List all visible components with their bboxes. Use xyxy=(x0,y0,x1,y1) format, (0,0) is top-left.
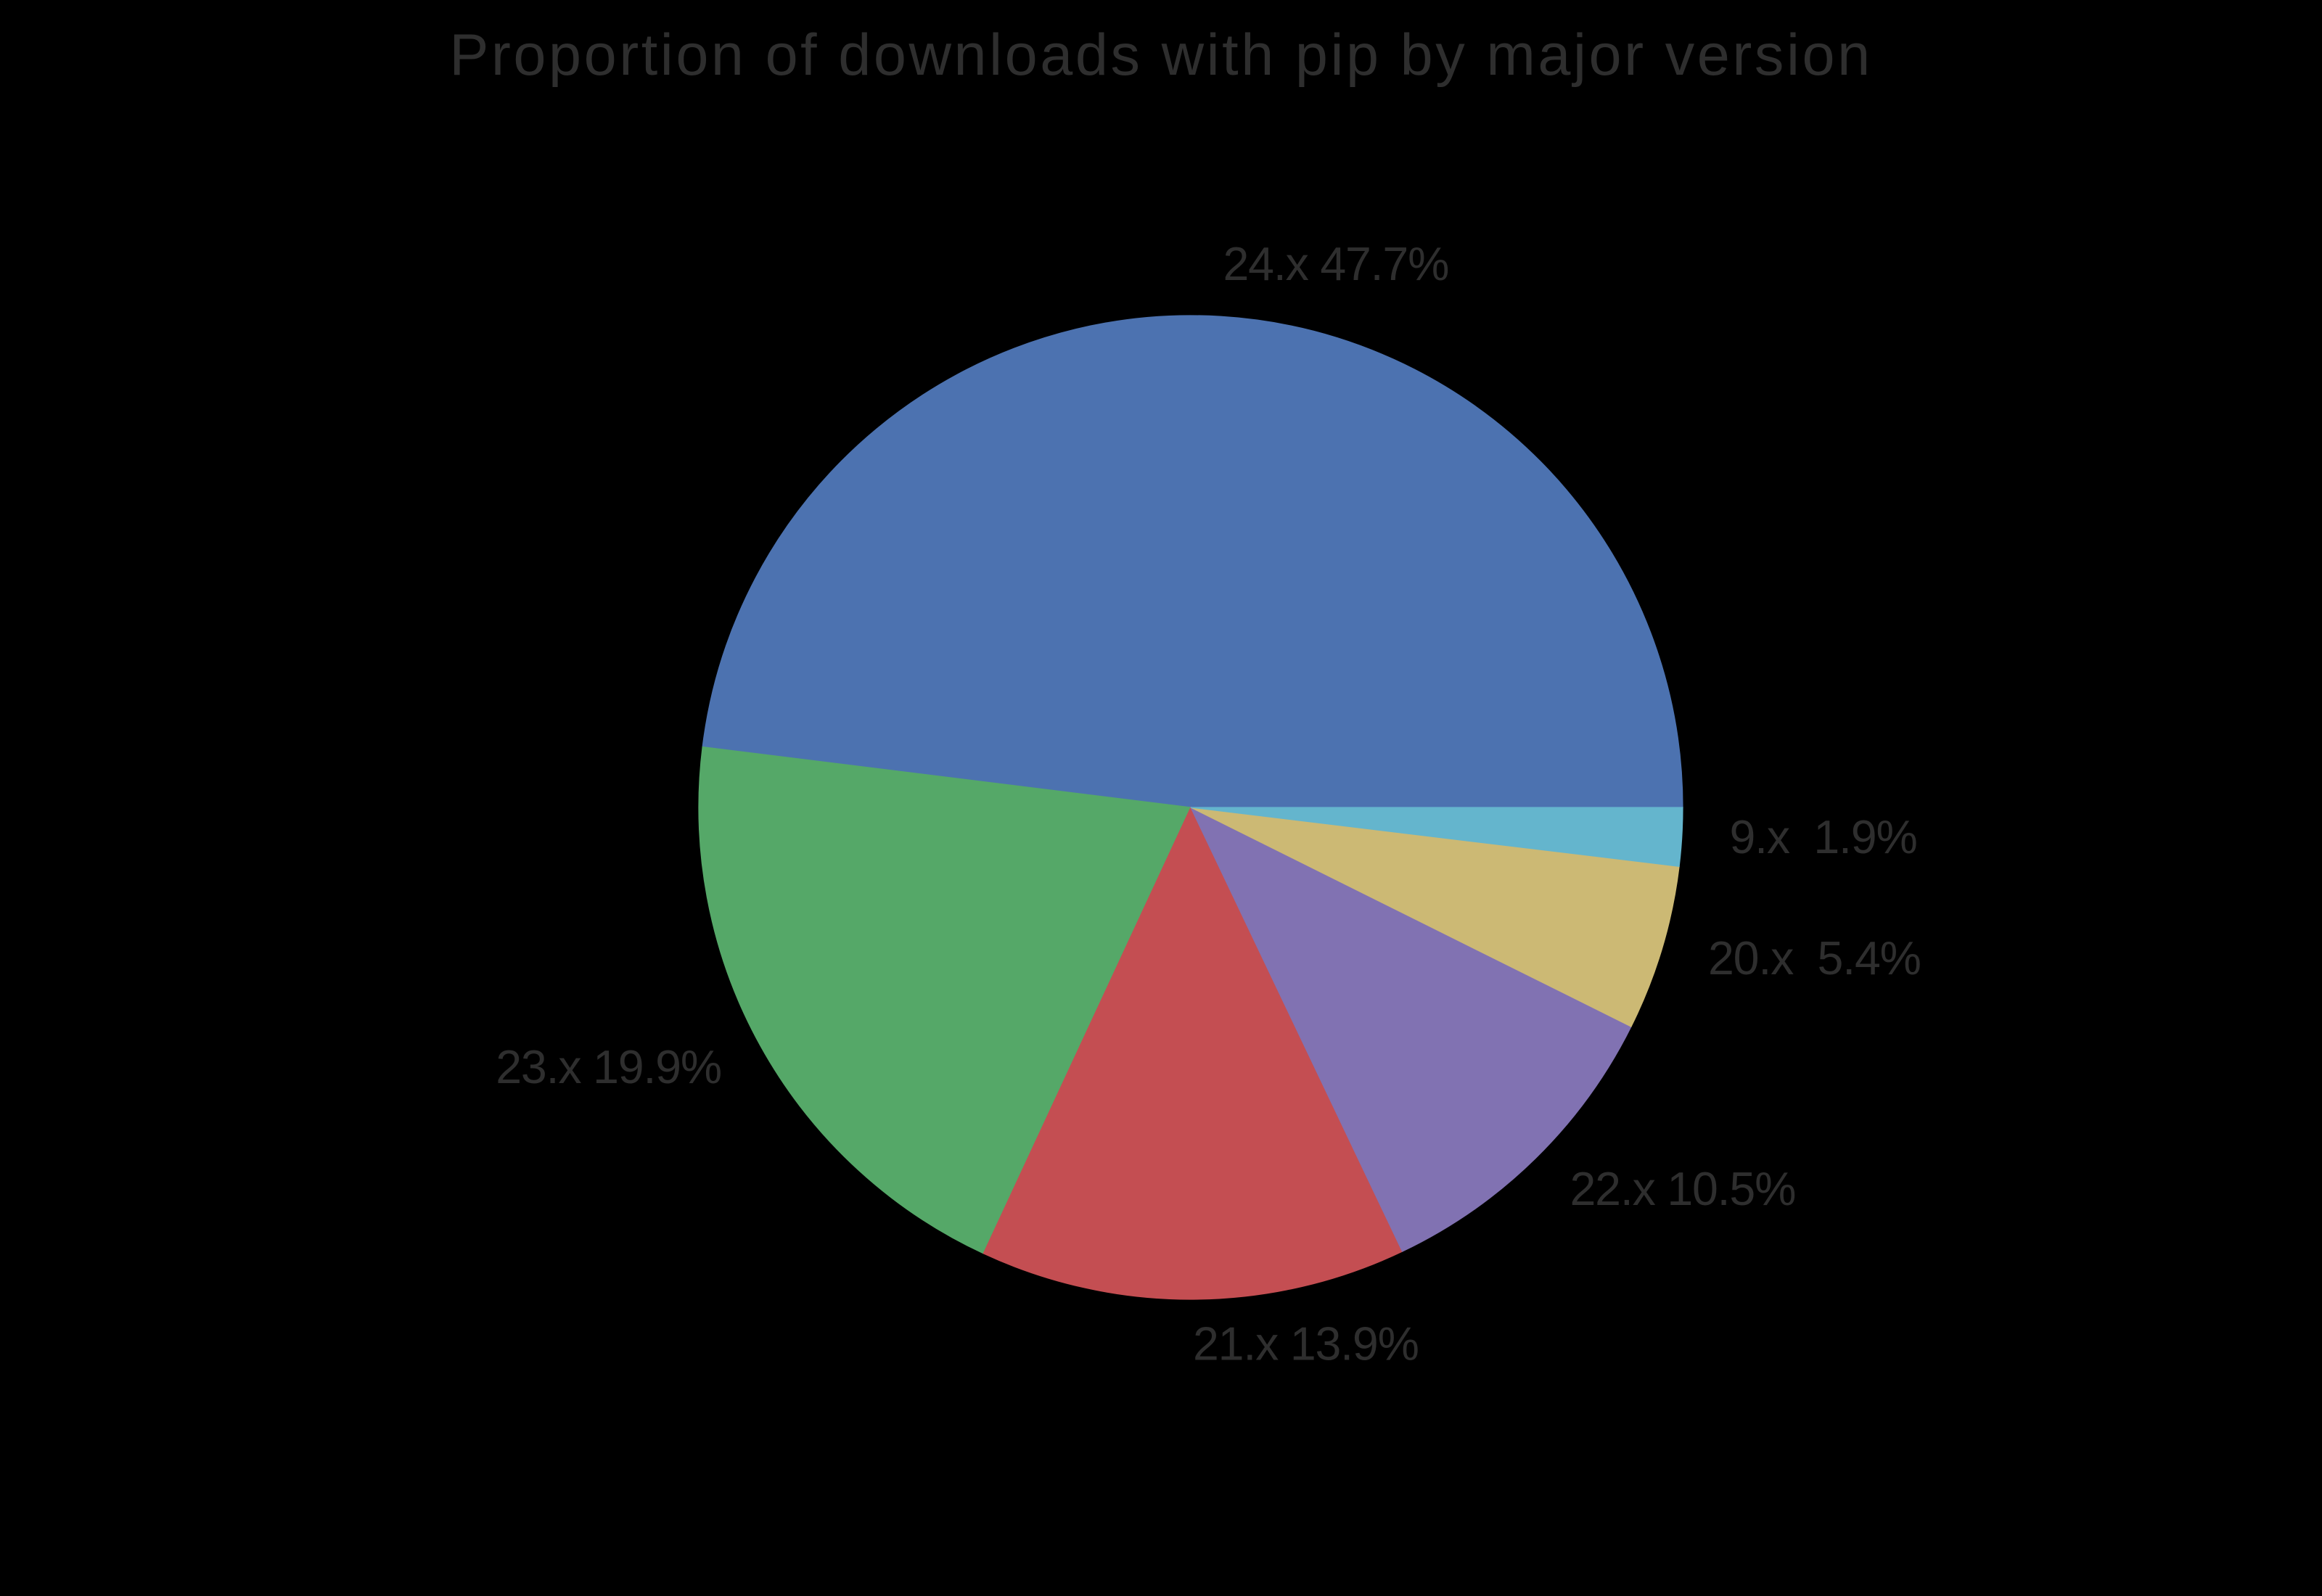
svg-text:24.x 47.7%: 24.x 47.7% xyxy=(1223,238,1449,290)
svg-text:20.x 5.4%: 20.x 5.4% xyxy=(1708,932,1921,984)
svg-text:9.x 1.9%: 9.x 1.9% xyxy=(1730,811,1917,863)
svg-text:Proportion of downloads with p: Proportion of downloads with pip by majo… xyxy=(449,22,1872,88)
svg-text:21.x 13.9%: 21.x 13.9% xyxy=(1193,1318,1419,1370)
svg-text:23.x 19.9%: 23.x 19.9% xyxy=(496,1041,721,1093)
svg-text:22.x 10.5%: 22.x 10.5% xyxy=(1570,1163,1796,1215)
